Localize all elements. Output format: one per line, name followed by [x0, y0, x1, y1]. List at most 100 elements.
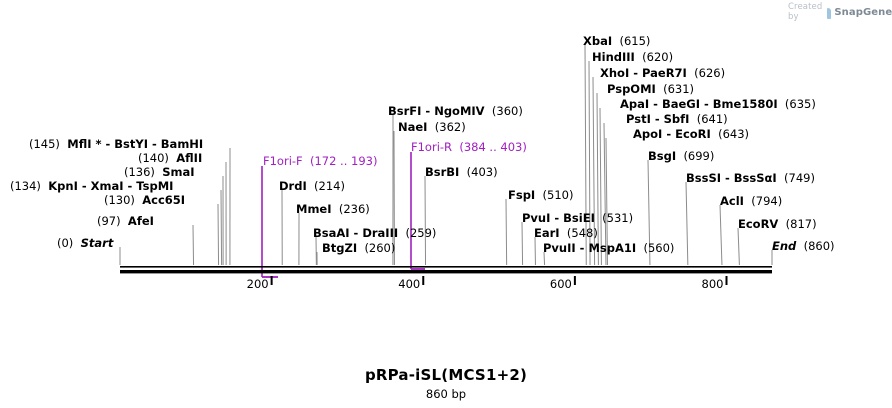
feature-name-f1ori-r: F1ori-R: [411, 140, 453, 154]
site-label-mmei[interactable]: MmeI (236): [296, 203, 370, 216]
site-label-eari[interactable]: EarI (548): [534, 227, 598, 240]
site-enzyme-bsaai: BsaAI - DraIII: [313, 226, 399, 240]
site-label-bsaai[interactable]: BsaAI - DraIII (259): [313, 227, 436, 240]
site-label-btgzi[interactable]: BtgZI (260): [322, 242, 395, 255]
site-enzyme-btgzi: BtgZI: [322, 241, 358, 255]
site-enzyme-naei: NaeI: [398, 120, 428, 134]
site-label-psti[interactable]: PstI - SbfI (641): [626, 113, 728, 126]
site-position-kpni: (134): [10, 179, 41, 193]
site-position-aflii: (140): [138, 151, 169, 165]
site-position-end: (860): [803, 239, 835, 253]
site-position-bsssi: (749): [784, 171, 815, 185]
site-position-drdi: (214): [314, 179, 345, 193]
site-position-bsgi: (699): [683, 149, 715, 163]
site-enzyme-aflii: AflII: [176, 151, 203, 165]
site-label-fspi[interactable]: FspI (510): [508, 189, 573, 202]
site-position-afei: (97): [97, 214, 121, 228]
site-label-mfli[interactable]: (145) MflI * - BstYI - BamHI: [29, 138, 203, 151]
site-enzyme-mfli: MflI * - BstYI - BamHI: [67, 137, 204, 151]
site-position-eari: (548): [566, 226, 598, 240]
site-enzyme-bsgi: BsgI: [648, 149, 677, 163]
feature-name-f1ori-f: F1ori-F: [263, 154, 303, 168]
site-position-smai: (136): [124, 165, 155, 179]
site-position-xhoi: (626): [694, 66, 726, 80]
site-label-acli[interactable]: AclI (794): [720, 195, 782, 208]
site-enzyme-pvui: PvuI - BsiEI: [522, 211, 595, 225]
site-label-apai[interactable]: ApaI - BaeGI - Bme1580I (635): [620, 98, 816, 111]
site-label-naei[interactable]: NaeI (362): [398, 121, 466, 134]
site-position-mfli: (145): [29, 137, 60, 151]
ruler-label-600: 600: [549, 277, 572, 291]
site-label-apoi[interactable]: ApoI - EcoRI (643): [633, 128, 749, 141]
ruler-label-200: 200: [246, 277, 269, 291]
ruler-label-400: 400: [398, 277, 421, 291]
site-label-kpni[interactable]: (134) KpnI - XmaI - TspMI: [10, 180, 173, 193]
feature-range-f1ori-r: (384 .. 403): [459, 140, 527, 154]
site-label-drdi[interactable]: DrdI (214): [279, 180, 345, 193]
plasmid-length: 860 bp: [425, 387, 467, 401]
site-label-start[interactable]: (0) Start: [57, 237, 113, 250]
site-enzyme-start: Start: [80, 236, 114, 250]
site-label-end[interactable]: End (860): [772, 240, 835, 253]
feature-label-f1ori-r[interactable]: F1ori-R (384 .. 403): [411, 141, 527, 154]
site-position-bsrbi: (403): [466, 165, 498, 179]
site-enzyme-afei: AfeI: [127, 214, 154, 228]
site-enzyme-smai: SmaI: [162, 165, 195, 179]
site-label-bsrbi[interactable]: BsrBI (403): [425, 166, 498, 179]
site-label-bsssi[interactable]: BssSI - BssSαI (749): [686, 172, 815, 185]
site-label-smai[interactable]: (136) SmaI: [124, 166, 195, 179]
site-position-fspi: (510): [542, 188, 574, 202]
site-label-pvui[interactable]: PvuI - BsiEI (531): [522, 212, 633, 225]
site-position-btgzi: (260): [364, 241, 396, 255]
site-position-apai: (635): [784, 97, 816, 111]
site-position-pvui: (531): [602, 211, 634, 225]
site-enzyme-eari: EarI: [534, 226, 560, 240]
site-label-acc65i[interactable]: (130) Acc65I: [104, 194, 185, 207]
site-position-start: (0): [57, 236, 74, 250]
feature-label-f1ori-f[interactable]: F1ori-F (172 .. 193): [263, 155, 377, 168]
site-enzyme-acli: AclI: [720, 194, 744, 208]
site-label-hindiii[interactable]: HindIII (620): [592, 51, 673, 64]
site-enzyme-kpni: KpnI - XmaI - TspMI: [48, 179, 174, 193]
site-enzyme-fspi: FspI: [508, 188, 536, 202]
site-enzyme-end: End: [772, 239, 797, 253]
site-label-xhoi[interactable]: XhoI - PaeR7I (626): [600, 67, 725, 80]
site-enzyme-pspomi: PspOMI: [607, 82, 656, 96]
site-position-pspomi: (631): [663, 82, 695, 96]
site-enzyme-psti: PstI - SbfI: [626, 112, 690, 126]
site-position-mmei: (236): [338, 202, 370, 216]
site-enzyme-ecorv: EcoRV: [738, 217, 779, 231]
site-position-naei: (362): [434, 120, 466, 134]
watermark-prefix: Created by: [788, 2, 823, 22]
site-position-bsrfi: (360): [491, 104, 523, 118]
site-label-bsgi[interactable]: BsgI (699): [648, 150, 714, 163]
site-position-ecorv: (817): [785, 217, 817, 231]
watermark-brand: SnapGene: [834, 6, 892, 18]
site-position-apoi: (643): [718, 127, 750, 141]
site-enzyme-apai: ApaI - BaeGI - Bme1580I: [620, 97, 778, 111]
site-enzyme-bsssi: BssSI - BssSαI: [686, 171, 777, 185]
snapgene-logo-icon: [826, 7, 832, 19]
site-enzyme-bsrfi: BsrFI - NgoMIV: [388, 104, 485, 118]
site-label-aflii[interactable]: (140) AflII: [138, 152, 202, 165]
site-position-pvuii: (560): [643, 241, 675, 255]
site-enzyme-xbai: XbaI: [583, 34, 613, 48]
site-position-hindiii: (620): [642, 50, 674, 64]
title-block: pRPa-iSL(MCS1+2) 860 bp: [0, 366, 892, 401]
site-label-bsrfi[interactable]: BsrFI - NgoMIV (360): [388, 105, 523, 118]
page-title: pRPa-iSL(MCS1+2): [364, 366, 528, 384]
site-enzyme-drdi: DrdI: [279, 179, 307, 193]
ruler-label-800: 800: [701, 277, 724, 291]
site-label-ecorv[interactable]: EcoRV (817): [738, 218, 817, 231]
site-label-pvuii[interactable]: PvuII - MspA1I (560): [543, 242, 674, 255]
site-label-xbai[interactable]: XbaI (615): [583, 35, 650, 48]
site-position-acc65i: (130): [104, 193, 135, 207]
site-label-pspomi[interactable]: PspOMI (631): [607, 83, 694, 96]
site-enzyme-hindiii: HindIII: [592, 50, 635, 64]
site-enzyme-xhoi: XhoI - PaeR7I: [600, 66, 687, 80]
site-label-afei[interactable]: (97) AfeI: [97, 215, 154, 228]
site-enzyme-acc65i: Acc65I: [142, 193, 186, 207]
feature-range-f1ori-f: (172 .. 193): [309, 154, 378, 168]
